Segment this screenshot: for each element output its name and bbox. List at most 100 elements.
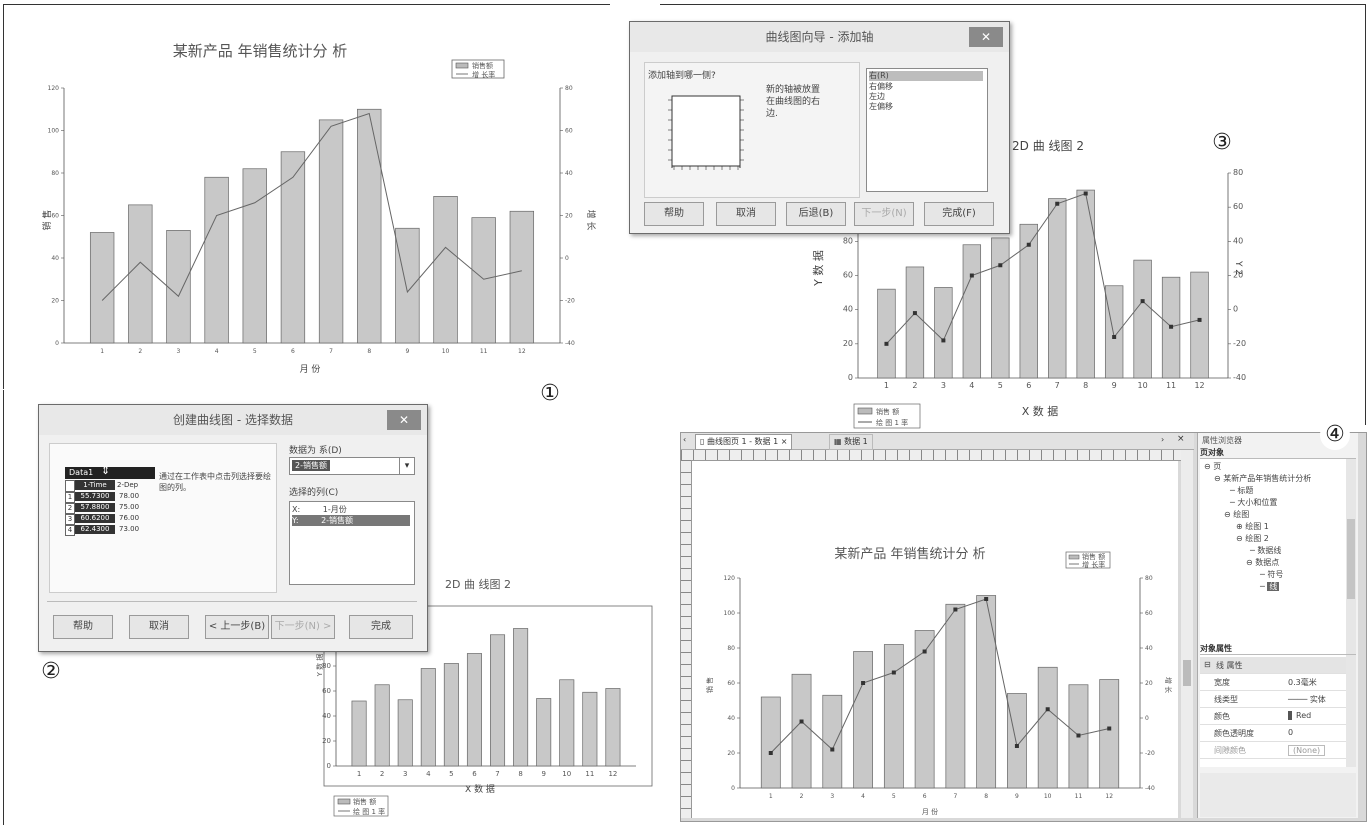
selected-col-y[interactable]: Y: 2-销售额 [292, 515, 410, 526]
chart-2-bar [420, 668, 436, 767]
collapse-icon[interactable]: ⊟ [1204, 660, 1211, 669]
help-button[interactable]: 帮助 [644, 202, 704, 226]
editor-vscroll-thumb[interactable] [1183, 660, 1191, 686]
chart-3-bar [877, 288, 896, 379]
axis-position-list[interactable]: 右(R) 右偏移 左边 左偏移 [866, 68, 988, 192]
chart-2-title: 2D 曲 线图 2 [445, 577, 511, 591]
tree-vscroll[interactable] [1346, 459, 1356, 659]
selected-col-y-axis: Y: [292, 516, 299, 525]
chart-1-xtick-label: 11 [480, 348, 488, 355]
chart-1-y2tick-label: -40 [565, 340, 575, 347]
selected-col-x-name: 1-月份 [322, 505, 347, 514]
tree-symbol[interactable]: ─ 符号 [1260, 570, 1284, 579]
chart-3-xtick-label: 2 [912, 381, 917, 390]
tree-plot-2[interactable]: ⊖ 绘图 2 [1236, 534, 1269, 543]
selected-col-x[interactable]: X: 1-月份 [292, 504, 410, 515]
chart-3-y2tick-label: -20 [1233, 339, 1246, 348]
chart-1-bar [242, 168, 267, 344]
sheet-col-2[interactable]: 2-Dep [117, 481, 139, 489]
finish-button[interactable]: 完成 [349, 615, 413, 639]
prop-value[interactable]: ──── 实体 [1288, 695, 1326, 704]
chart-3-growth-point [1197, 317, 1202, 322]
prop-key: 颜色 [1214, 712, 1230, 721]
select-data-dialog-title: 创建曲线图 - 选择数据 ✕ [39, 405, 427, 435]
cancel-button[interactable]: 取消 [716, 202, 776, 226]
data-as-select[interactable]: 2-销售额 ▾ [289, 457, 415, 475]
tab-scroll-right[interactable]: › [1161, 435, 1165, 444]
tree-graph[interactable]: ⊖ 某新产品年销售统计分析 [1214, 474, 1312, 483]
prop-value[interactable]: (None) [1288, 745, 1326, 756]
chart-4-title: 某新产品 年销售统计分 析 [834, 546, 985, 562]
back-button[interactable]: 后退(B) [786, 202, 846, 226]
tree-line[interactable]: ─ 线 [1260, 582, 1280, 591]
tree-page[interactable]: ⊖ 页 [1204, 462, 1222, 471]
axis-option-left-offset[interactable]: 左偏移 [869, 102, 893, 111]
tree-line-label: 线 [1267, 582, 1280, 591]
props-section[interactable]: ⊟ 线 属性 [1200, 657, 1346, 674]
chart-4-ytick-label: 100 [724, 610, 736, 617]
chart-3-bar [1019, 223, 1038, 379]
next-button[interactable]: 下一步(N) [854, 202, 914, 226]
sheet-row[interactable]: 2 57.8800 75.00 [65, 503, 155, 514]
editor-vscroll[interactable] [1181, 450, 1193, 818]
chart-1-xtick-label: 3 [177, 348, 181, 355]
selected-col-y-name: 2-销售额 [321, 516, 354, 525]
close-icon[interactable]: × [1177, 434, 1185, 444]
chart-4-xtick-label: 1 [769, 793, 773, 800]
help-button[interactable]: 帮助 [53, 615, 113, 639]
selected-cols-list[interactable]: X: 1-月份 Y: 2-销售额 [289, 501, 415, 585]
prop-row[interactable]: 宽度 0.3毫米 [1200, 674, 1346, 691]
chart-4-ytick-label: 40 [727, 715, 735, 722]
chart-3-growth-point [969, 273, 974, 278]
panel-3-frame [660, 4, 1366, 425]
tab-scroll-left[interactable]: ‹ [683, 435, 687, 444]
axis-option-right[interactable]: 右(R) [869, 71, 983, 81]
chart-1-ytick-label: 120 [48, 85, 60, 92]
sheet-row[interactable]: 1 55.7300 78.00 [65, 492, 155, 503]
chevron-down-icon[interactable]: ▾ [399, 458, 414, 474]
close-icon[interactable]: × [780, 437, 788, 446]
sheet-row[interactable]: 3 60.6200 76.00 [65, 514, 155, 525]
tab-data[interactable]: ▦ 数据 1 [829, 434, 873, 450]
chart-4-xtick-label: 3 [830, 793, 834, 800]
prop-key: 颜色透明度 [1214, 729, 1254, 738]
tab-graph-page[interactable]: ▯ 曲线图页 1 - 数据 1 × [695, 434, 793, 450]
prop-row[interactable]: 颜色 Red [1200, 708, 1346, 725]
tree-vscroll-thumb[interactable] [1347, 519, 1355, 599]
prop-row[interactable]: 线类型 ──── 实体 [1200, 691, 1346, 708]
prop-row[interactable]: 颜色透明度 0 [1200, 725, 1346, 742]
close-icon[interactable]: ✕ [969, 27, 1003, 47]
props-vscroll[interactable] [1346, 657, 1356, 767]
prop-value[interactable]: 0.3毫米 [1288, 678, 1317, 687]
chart-4-bar [1037, 666, 1058, 789]
chart-2-legend-b: 绘 图 1 率 [353, 807, 385, 816]
next-button[interactable]: 下一步(N) > [271, 615, 335, 639]
chart-1-bar [128, 204, 153, 344]
sheet-row-value-a: 55.7300 [75, 492, 115, 501]
chart-1-legend-b: 增 长率 [472, 70, 495, 79]
tree-plots[interactable]: ⊖ 绘图 [1224, 510, 1250, 519]
chart-3-growth-line [886, 192, 1200, 345]
tree-size[interactable]: ─ 大小和位置 [1230, 498, 1278, 507]
tree-plot-1[interactable]: ⊕ 绘图 1 [1236, 522, 1269, 531]
chart-3-legend-a: 销售 额 [876, 407, 899, 416]
sheet-col-1[interactable]: 1-Time [75, 480, 115, 490]
add-axis-desc: 新的轴被放置在曲线图的右边. [766, 85, 821, 119]
prop-value[interactable]: Red [1288, 711, 1311, 720]
close-icon[interactable]: ✕ [387, 410, 421, 430]
tree-title[interactable]: ─ 标题 [1230, 486, 1254, 495]
prop-value[interactable]: 0 [1288, 728, 1294, 737]
chart-4-xtick-label: 11 [1075, 793, 1083, 800]
chart-1-xtick-label: 9 [405, 348, 409, 355]
chart-3-xtick-label: 7 [1055, 381, 1060, 390]
back-button[interactable]: < 上一步(B) [205, 615, 269, 639]
axis-option-left[interactable]: 左边 [869, 92, 885, 101]
tree-data-line[interactable]: ─ 数据线 [1250, 546, 1282, 555]
prop-row[interactable]: 间隙颜色 (None) [1200, 742, 1346, 759]
tree-data-points[interactable]: ⊖ 数据点 [1246, 558, 1280, 567]
cancel-button[interactable]: 取消 [129, 615, 189, 639]
axis-option-right-offset[interactable]: 右偏移 [869, 82, 893, 91]
finish-button[interactable]: 完成(F) [924, 202, 994, 226]
chart-4-y2tick-label: 20 [1145, 680, 1153, 687]
sheet-row[interactable]: 4 62.4300 73.00 [65, 525, 155, 536]
